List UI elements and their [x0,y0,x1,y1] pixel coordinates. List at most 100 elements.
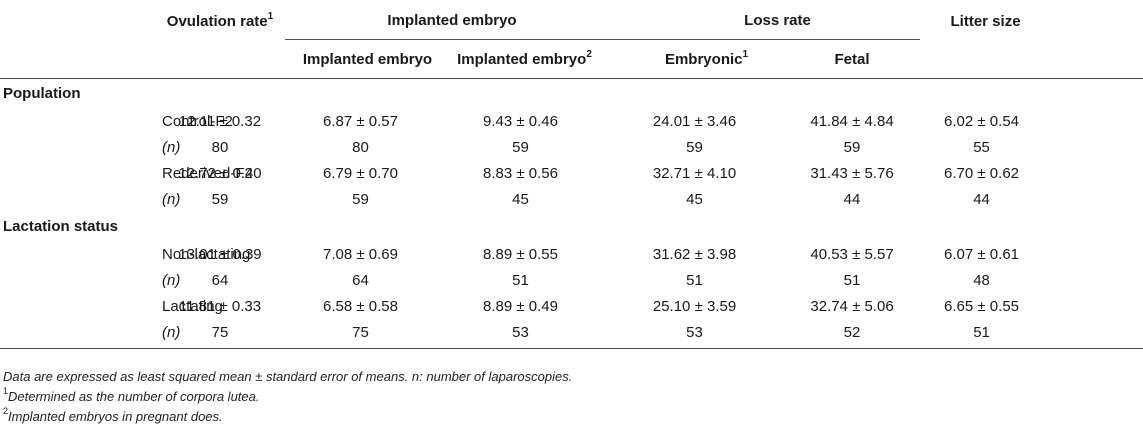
table-cell: 6.70 ± 0.62 [944,164,1020,182]
table-cell: 59 [211,190,229,208]
table-cell: 53 [436,319,606,349]
table-cell: 8.89 ± 0.49 [483,297,558,315]
header-implanted-embryo-group: Implanted embryo [285,0,606,40]
table-cell-spacer [1043,134,1143,160]
table-cell: 8.83 ± 0.56 [483,164,558,182]
header-loss-rate-group: Loss rate [605,0,921,40]
table-cell: 6.79 ± 0.70 [323,164,398,182]
table-cell: 40.53 ± 5.57 [810,245,894,263]
table-cell: 6.65 ± 0.55 [944,297,1020,315]
results-table: Ovulation rate1 Implanted embryo Loss ra… [0,0,1143,349]
footnote-main: Data are expressed as least squared mean… [3,369,573,384]
table-cell: 80 [352,138,369,156]
table-cell: 41.84 ± 4.84 [810,112,894,130]
subheader-embryonic: Embryonic1 [605,39,785,79]
table-cell: 6.07 ± 0.61 [944,245,1020,263]
row-label: (n) [0,134,180,160]
table-cell: 12.72 ± 0.40 [178,164,262,182]
table-row: (n) 59 59 45 45 44 44 [0,186,1143,212]
table-cell: 31.62 ± 3.98 [652,245,737,263]
table-cell: 59 [686,138,703,156]
row-label: Control-F2 [0,108,233,134]
table-footnotes: Data are expressed as least squared mean… [3,367,572,427]
table-cell-spacer [1043,319,1143,349]
table-cell-spacer [1043,186,1143,212]
table-cell: 9.43 ± 0.46 [483,112,558,130]
table-cell: 51 [686,271,703,289]
table-row: Rederived-F2 12.72 ± 0.40 6.79 ± 0.70 8.83 … [0,160,1143,186]
table-row: Non-lactating 13.01 ± 0.39 7.08 ± 0.69 8.89… [0,241,1143,267]
footnote-2: 2Implanted embryos in pregnant does. [3,405,223,424]
table-cell: 25.10 ± 3.59 [652,297,737,315]
table-cell: 45 [512,190,529,208]
row-label: Non-lactating [0,241,250,267]
table-cell: 6.02 ± 0.54 [944,112,1020,130]
header-litter-size: Litter size [920,0,1044,79]
section-row: Population [0,79,1143,109]
row-label-text: Rederived-F2 [162,164,253,182]
table-cell-spacer [1043,293,1143,319]
table-cell-spacer [1043,160,1143,186]
table-row: Lactating 11.81 ± 0.33 6.58 ± 0.58 8.89 ± 0… [0,293,1143,319]
subheader-implanted-embryo-pregnant: Implanted embryo2 [436,39,606,79]
table-cell-spacer [1043,108,1143,134]
table-row: (n) 75 75 53 53 52 51 [0,319,1143,349]
row-label-text: Control-F2 [162,112,233,130]
table-cell: 12.11 ± 0.32 [178,112,262,130]
header-row-1: Ovulation rate1 Implanted embryo Loss ra… [0,0,1143,79]
table-cell: 31.43 ± 5.76 [810,164,894,182]
table-cell: 64 [352,271,369,289]
row-label: (n) [0,186,180,212]
header-empty-cell [0,0,155,79]
header-ovulation-rate: Ovulation rate1 [155,0,285,79]
table-row: (n) 64 64 51 51 51 48 [0,267,1143,293]
table-cell: 64 [211,271,229,289]
table-cell: 80 [211,138,229,156]
section-row: Lactation status [0,212,1143,241]
table-cell: 8.89 ± 0.55 [483,245,558,263]
table-cell: 59 [512,138,529,156]
table-cell: 75 [155,319,285,349]
header-spacer [1043,0,1143,79]
table-cell: 13.01 ± 0.39 [178,245,262,263]
row-label-text: (n) [162,190,181,208]
table-cell: 11.81 ± 0.33 [178,297,262,315]
row-label-text: (n) [162,138,181,156]
row-label: (n) [0,319,180,349]
table-cell: 44 [973,190,990,208]
subheader-implanted-embryo: Implanted embryo [285,39,436,79]
table-cell: 75 [285,319,436,349]
table-cell: 7.08 ± 0.69 [323,245,398,263]
table-cell: 6.87 ± 0.57 [323,112,398,130]
table-row: Control-F2 12.11 ± 0.32 6.87 ± 0.57 9.43 ± … [0,108,1143,134]
table-cell-spacer [1043,267,1143,293]
table-cell: 51 [843,271,861,289]
table-cell: 51 [920,319,1044,349]
row-label-text: Non-lactating [162,245,251,263]
row-label-text: Lactating [162,297,223,315]
section-title: Population [3,85,81,102]
row-label-text: (n) [162,323,181,341]
table-cell: 59 [843,138,861,156]
table-cell: 59 [352,190,369,208]
table-cell: 32.71 ± 4.10 [652,164,737,182]
table-cell: 53 [605,319,785,349]
table-cell: 6.58 ± 0.58 [323,297,398,315]
section-title: Lactation status [3,218,119,235]
table-cell: 45 [686,190,703,208]
table-cell: 48 [973,271,990,289]
table-cell: 51 [512,271,529,289]
header-row-2: Implanted embryo Implanted embryo2 Embry… [0,39,1143,79]
table-cell: 44 [843,190,861,208]
table-cell-spacer [1043,241,1143,267]
row-label: Lactating [0,293,223,319]
table-cell: 24.01 ± 3.46 [652,112,737,130]
table-cell: 55 [973,138,990,156]
subheader-fetal: Fetal [784,39,921,79]
table-cell: 32.74 ± 5.06 [810,297,894,315]
row-label: (n) [0,267,180,293]
table-cell: 52 [784,319,921,349]
table-body: Population Control-F2 12.11 ± 0.32 6.87 ± 0… [0,79,1143,349]
row-label-text: (n) [162,271,181,289]
